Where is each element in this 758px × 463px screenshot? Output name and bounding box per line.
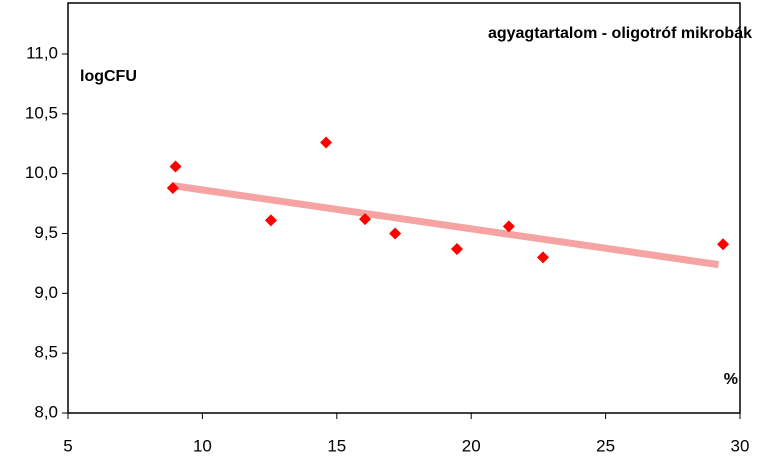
trendline xyxy=(172,182,719,269)
x-tick-label: 15 xyxy=(327,436,346,455)
data-point xyxy=(359,213,372,226)
data-point xyxy=(502,220,515,233)
data-point xyxy=(450,243,463,256)
y-tick-label: 9,5 xyxy=(34,223,58,242)
x-tick-label: 20 xyxy=(462,436,481,455)
data-point xyxy=(320,136,333,149)
y-tick-label: 8,0 xyxy=(34,402,58,421)
data-point xyxy=(166,182,179,195)
plot-frame xyxy=(67,2,741,414)
y-tick-label: 11,0 xyxy=(26,43,58,62)
x-tick-label: 25 xyxy=(596,436,615,455)
data-point xyxy=(536,251,549,264)
data-point xyxy=(264,214,277,227)
y-axis-label: logCFU xyxy=(80,68,137,85)
x-tick-label: 30 xyxy=(731,436,750,455)
x-axis-label: % xyxy=(724,371,738,388)
data-point xyxy=(389,227,402,240)
x-tick-label: 5 xyxy=(63,436,72,455)
x-tick-label: 10 xyxy=(193,436,212,455)
y-tick-label: 8,5 xyxy=(34,343,58,362)
data-point xyxy=(717,238,730,251)
data-point xyxy=(169,160,182,173)
chart-title: agyagtartalom - oligotróf mikrobák xyxy=(488,25,752,42)
y-tick-label: 9,0 xyxy=(34,283,58,302)
y-tick-label: 10,0 xyxy=(25,163,58,182)
y-tick-label: 10,5 xyxy=(25,103,58,122)
